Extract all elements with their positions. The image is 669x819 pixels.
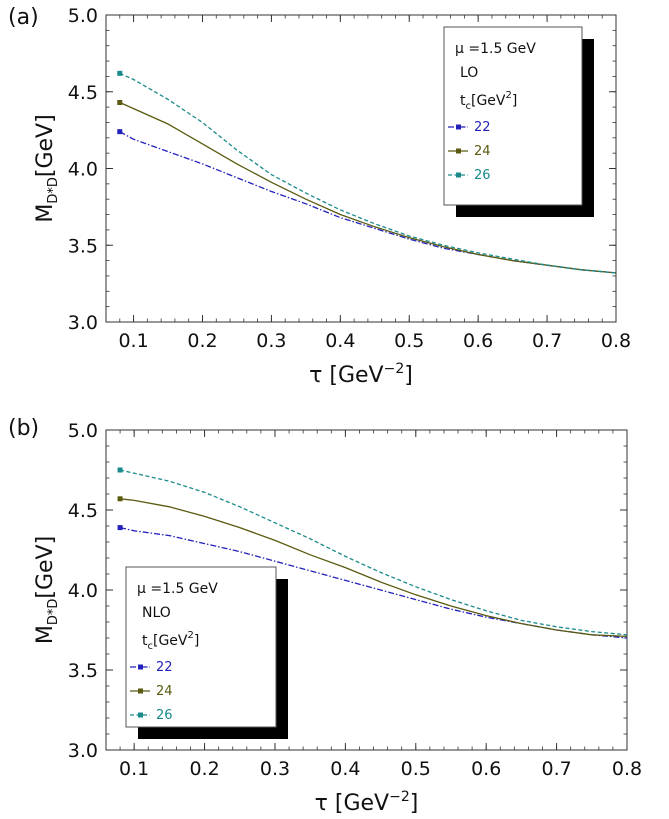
x-tick-label-a: 0.4 [325, 330, 355, 352]
series-start-marker-24-b [117, 496, 123, 502]
x-tick-label-a: 0.2 [187, 330, 217, 352]
x-tick-label-b: 0.2 [189, 758, 219, 780]
chart-b-svg: (b) 0.1 0.2 0.3 0.4 0.5 0.6 0.7 0.8 3.0 3.5 4.0 4.5 5… [8, 416, 642, 816]
x-tick-label-b: 0.7 [541, 758, 571, 780]
series-line-26-a [119, 72, 617, 274]
x-tick-label-b: 0.5 [401, 758, 431, 780]
x-tick-label-a: 0.5 [394, 330, 424, 352]
y-tick-label-a: 3.5 [68, 235, 98, 257]
chart-panel-b: (b) 0.1 0.2 0.3 0.4 0.5 0.6 0.7 0.8 3.0 3.5 4.0 4.5 5… [0, 409, 669, 818]
x-axis-label-b: τ [GeV−2] [315, 789, 419, 816]
y-tick-label-b: 4.5 [68, 500, 98, 522]
y-tick-label-a: 4.0 [68, 159, 98, 181]
x-tick-label-b: 0.6 [471, 758, 501, 780]
series-line-26-b [119, 469, 628, 636]
series-line-24-a [119, 101, 617, 274]
legend-marker-26-b [138, 712, 143, 718]
x-axis-label-a: τ [GeV−2] [309, 361, 413, 388]
series-start-marker-26-a [117, 70, 123, 76]
legend-order-b: NLO [142, 605, 171, 621]
panel-label-a: (a) [8, 5, 39, 30]
y-axis-label-a: MD*D[GeV] [33, 114, 61, 222]
legend-marker-24-a [456, 148, 461, 154]
legend-mu-a: μ =1.5 GeV [455, 41, 536, 57]
series-start-marker-22-a [117, 129, 123, 135]
x-tick-label-a: 0.8 [601, 330, 631, 352]
legend-label-26-a: 26 [474, 168, 491, 183]
series-line-24-b [120, 498, 628, 638]
x-tick-label-b: 0.3 [260, 758, 290, 780]
panel-label-b: (b) [8, 416, 39, 441]
legend-tc-b: tc[GeV2] [142, 630, 199, 652]
legend-marker-26-a [456, 172, 461, 178]
y-tick-label-a: 4.5 [68, 82, 98, 104]
legend-marker-24-b [138, 688, 143, 694]
x-tick-label-b: 0.8 [612, 758, 642, 780]
y-tick-label-b: 3.0 [68, 740, 98, 762]
x-tick-label-a: 0.6 [463, 330, 493, 352]
series-start-marker-24-a [117, 99, 123, 105]
y-axis-label-b: MD*D[GeV] [33, 536, 61, 644]
legend-marker-22-a [456, 124, 461, 130]
x-tick-label-a: 0.7 [532, 330, 562, 352]
chart-a-svg: (a) 0.1 0.2 0.3 0.4 0.5 0.6 0.7 0.8 3.0 3.5 4.0 4.5 5… [8, 5, 631, 388]
legend-tc-a: tc[GeV2] [460, 90, 517, 112]
legend-label-22-a: 22 [474, 120, 491, 135]
y-tick-label-a: 5.0 [68, 5, 98, 27]
y-tick-label-b: 5.0 [68, 420, 98, 442]
y-tick-label-a: 3.0 [68, 312, 98, 334]
legend-box-a [443, 26, 583, 206]
y-tick-label-b: 3.5 [68, 660, 98, 682]
x-tick-label-a: 0.1 [118, 330, 148, 352]
legend-order-a: LO [460, 65, 478, 81]
x-tick-label-a: 0.3 [256, 330, 286, 352]
series-line-22-a [119, 131, 617, 274]
legend-label-26-b: 26 [156, 708, 173, 723]
series-start-marker-26-b [117, 467, 123, 473]
legend-label-24-a: 24 [474, 144, 491, 159]
y-tick-label-b: 4.0 [68, 580, 98, 602]
x-tick-label-b: 0.4 [330, 758, 360, 780]
x-tick-label-b: 0.1 [119, 758, 149, 780]
chart-panel-a: (a) 0.1 0.2 0.3 0.4 0.5 0.6 0.7 0.8 3.0 3.5 4.0 4.5 5… [0, 0, 669, 409]
legend-marker-22-b [138, 664, 143, 670]
legend-label-22-b: 22 [156, 660, 173, 675]
legend-label-24-b: 24 [156, 684, 173, 699]
series-start-marker-22-b [117, 525, 123, 531]
legend-box-b [125, 566, 277, 728]
legend-mu-b: μ =1.5 GeV [137, 581, 218, 597]
